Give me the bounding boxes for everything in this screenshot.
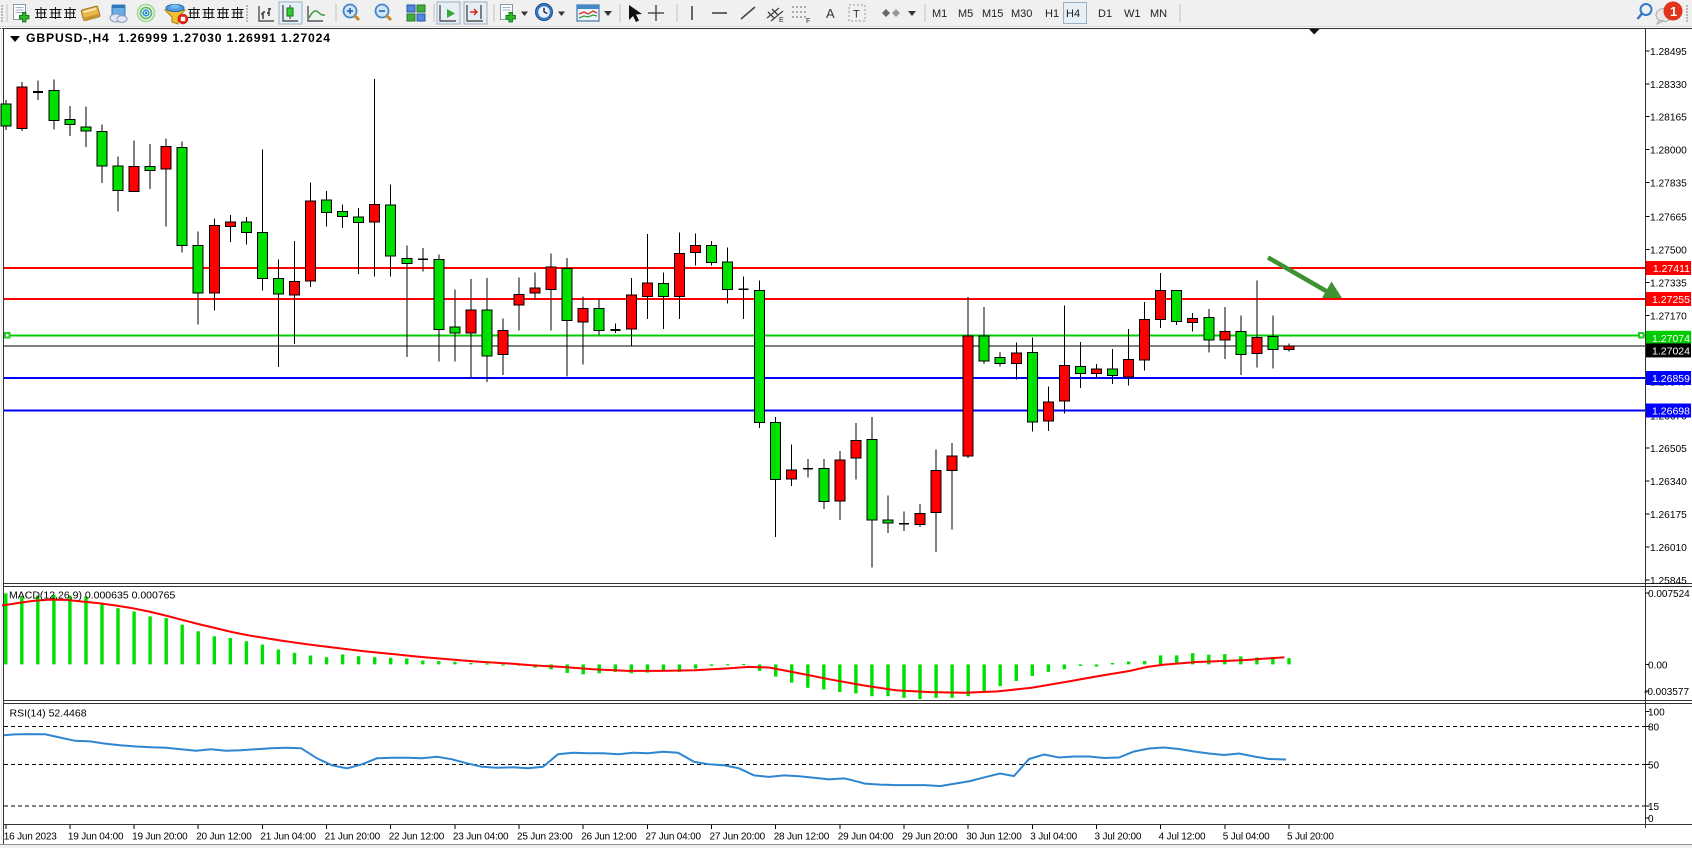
svg-text:29 Jun 20:00: 29 Jun 20:00 [902,832,958,843]
svg-text:M5: M5 [958,8,973,20]
svg-text:100: 100 [1648,707,1665,718]
svg-text:1.28000: 1.28000 [1650,146,1687,157]
svg-text:1.28495: 1.28495 [1650,47,1687,58]
svg-text:1.26340: 1.26340 [1650,477,1687,488]
svg-text:1.27411: 1.27411 [1653,263,1690,275]
svg-text:1.27170: 1.27170 [1650,311,1687,322]
svg-text:80: 80 [1648,723,1660,734]
svg-text:1.27255: 1.27255 [1652,294,1690,306]
svg-text:1.26859: 1.26859 [1652,373,1690,385]
svg-text:1.26698: 1.26698 [1652,406,1690,418]
svg-text:3 Jul 04:00: 3 Jul 04:00 [1030,832,1077,843]
svg-text:28 Jun 12:00: 28 Jun 12:00 [774,832,830,843]
svg-text:1.27024: 1.27024 [1652,345,1690,357]
svg-text:H1: H1 [1045,8,1059,20]
svg-text:3 Jul 20:00: 3 Jul 20:00 [1095,832,1142,843]
svg-text:T: T [853,9,860,21]
svg-text:20 Jun 12:00: 20 Jun 12:00 [196,832,252,843]
svg-text:MACD(12,26,9) 0.000635 0.00076: MACD(12,26,9) 0.000635 0.000765 [9,590,176,602]
svg-text:22 Jun 12:00: 22 Jun 12:00 [389,832,445,843]
svg-text:21 Jun 04:00: 21 Jun 04:00 [260,832,316,843]
svg-text:E: E [779,17,784,24]
svg-text:19 Jun 20:00: 19 Jun 20:00 [132,832,188,843]
svg-text:15: 15 [1648,802,1660,813]
svg-text:23 Jun 04:00: 23 Jun 04:00 [453,832,509,843]
svg-text:27 Jun 20:00: 27 Jun 20:00 [710,832,766,843]
svg-text:1.27665: 1.27665 [1650,213,1687,224]
svg-text:5 Jul 04:00: 5 Jul 04:00 [1223,832,1270,843]
svg-text:0.00: 0.00 [1648,660,1668,671]
svg-text:1.28165: 1.28165 [1650,113,1687,124]
svg-text:25 Jun 23:00: 25 Jun 23:00 [517,832,573,843]
svg-text:1.25845: 1.25845 [1650,576,1687,587]
svg-text:5 Jul 20:00: 5 Jul 20:00 [1287,832,1334,843]
svg-text:1.27835: 1.27835 [1650,179,1687,190]
svg-text:M1: M1 [932,8,947,20]
svg-text:M15: M15 [982,8,1003,20]
svg-text:27 Jun 04:00: 27 Jun 04:00 [645,832,701,843]
svg-text:30 Jun 12:00: 30 Jun 12:00 [966,832,1022,843]
svg-text:1.26010: 1.26010 [1650,543,1687,554]
svg-text:GBPUSD-,H4 1.26999 1.27030 1.: GBPUSD-,H4 1.26999 1.27030 1.26991 1.270… [26,31,331,45]
svg-text:MN: MN [1150,8,1167,20]
svg-text:RSI(14) 52.4468: RSI(14) 52.4468 [10,708,87,720]
svg-text:29 Jun 04:00: 29 Jun 04:00 [838,832,894,843]
svg-text:50: 50 [1648,760,1660,771]
svg-text:1.27500: 1.27500 [1650,246,1687,257]
svg-text:21 Jun 20:00: 21 Jun 20:00 [325,832,381,843]
svg-text:1.26175: 1.26175 [1650,510,1687,521]
svg-text:0.007524: 0.007524 [1648,589,1690,600]
svg-text:1.28330: 1.28330 [1650,80,1687,91]
svg-text:0: 0 [1648,814,1654,825]
svg-text:1.26505: 1.26505 [1650,444,1687,455]
svg-text:1.27074: 1.27074 [1652,333,1690,345]
svg-text:M30: M30 [1011,8,1032,20]
svg-text:19 Jun 04:00: 19 Jun 04:00 [68,832,124,843]
svg-text:26 Jun 12:00: 26 Jun 12:00 [581,832,637,843]
svg-text:W1: W1 [1124,8,1141,20]
svg-text:D1: D1 [1098,8,1112,20]
svg-text:1.27335: 1.27335 [1650,279,1687,290]
svg-text:1: 1 [1670,4,1677,19]
svg-text:4 Jul 12:00: 4 Jul 12:00 [1159,832,1206,843]
svg-text:H4: H4 [1066,8,1080,20]
svg-text:-0.003577: -0.003577 [1644,687,1689,698]
svg-text:F: F [806,18,810,25]
svg-text:A: A [826,6,835,21]
svg-text:16 Jun 2023: 16 Jun 2023 [4,832,57,843]
